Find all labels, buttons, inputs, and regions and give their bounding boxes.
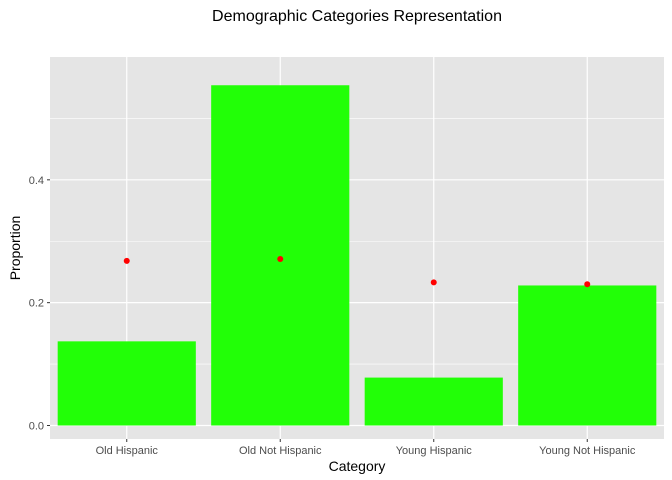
chart-title: Demographic Categories Representation [212, 8, 502, 25]
point-2 [277, 256, 284, 263]
bar-4 [518, 285, 657, 426]
x-tick-label: Old Not Hispanic [239, 445, 322, 457]
x-tick-label: Old Hispanic [96, 445, 159, 457]
y-axis: 0.0 0.2 0.4 [29, 175, 50, 432]
point-1 [123, 257, 130, 264]
x-tick-label: Young Not Hispanic [539, 445, 636, 457]
x-tick-label: Young Hispanic [396, 445, 473, 457]
x-axis-title: Category [329, 458, 386, 474]
y-tick-label: 0.0 [29, 420, 44, 432]
bar-1 [57, 341, 196, 426]
y-axis-title: Proportion [7, 216, 23, 281]
bars [57, 85, 657, 426]
point-4 [584, 281, 591, 288]
bar-3 [364, 377, 503, 426]
points [123, 256, 591, 288]
y-tick-label: 0.4 [29, 175, 44, 187]
point-3 [430, 279, 437, 286]
x-axis: Old Hispanic Old Not Hispanic Young Hispan… [96, 439, 636, 457]
bar-2 [211, 85, 350, 426]
y-tick-label: 0.2 [29, 298, 44, 310]
